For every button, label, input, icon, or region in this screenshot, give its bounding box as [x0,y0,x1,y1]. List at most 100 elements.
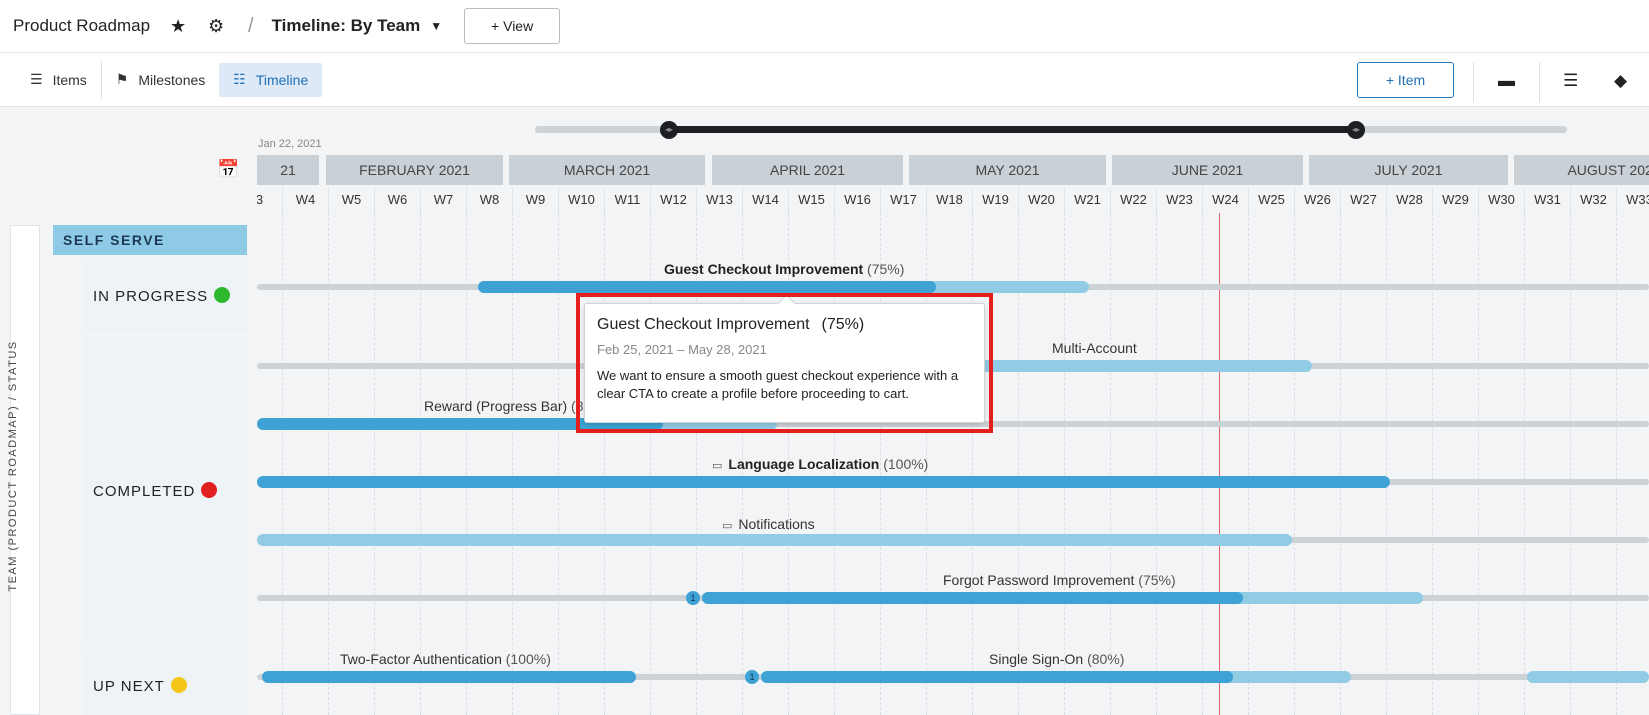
grid-line [328,213,329,715]
filter-icon[interactable]: ☰ [1563,71,1579,90]
week-cell: W14 [742,187,788,213]
dependency-badge[interactable]: 1 [745,670,759,684]
grid-line [1478,213,1479,715]
grid-line [1570,213,1571,715]
week-cell: W22 [1110,187,1156,213]
bar-label-guest-checkout[interactable]: Guest Checkout Improvement (75%) [664,261,904,277]
tooltip-dates: Feb 25, 2021 – May 28, 2021 [597,342,767,357]
bar-multi-account[interactable] [930,360,1312,372]
bar-progress [478,281,936,293]
dependency-badge[interactable]: 1 [686,591,700,605]
item-name: Notifications [738,516,815,532]
tab-milestones[interactable]: ⚑ Milestones [102,63,219,97]
milestone-diamond-icon[interactable]: ◆ [1614,71,1628,90]
week-cell: 3 [257,187,282,213]
add-view-button[interactable]: + View [464,8,561,44]
item-percent: (75%) [1138,572,1176,588]
week-cell: W9 [512,187,558,213]
range-end-handle[interactable]: ◂▸ [1347,121,1365,139]
calendar-settings-icon[interactable]: 📅 [217,159,240,179]
month-cell: APRIL 2021 [712,155,903,185]
bar-label-language-localization[interactable]: ▭ Language Localization (100%) [712,456,928,472]
bar-label-notifications[interactable]: ▭ Notifications [722,516,815,532]
bar-label-single-sign-on[interactable]: Single Sign-On (80%) [989,651,1124,667]
grid-line [1432,213,1433,715]
list-icon: ☰ [30,71,43,87]
grid-line [1340,213,1341,715]
tab-divider [100,60,102,99]
grid-line [1524,213,1525,715]
week-cell: W28 [1386,187,1432,213]
range-start-handle[interactable]: ◂▸ [660,121,678,139]
status-label-up-next: UP NEXT [93,677,187,695]
week-cell: W32 [1570,187,1616,213]
star-icon[interactable]: ★ [169,15,187,36]
week-cell: W23 [1156,187,1202,213]
grid-line [604,213,605,715]
status-section [83,650,247,715]
breadcrumb-separator: / [248,14,254,37]
week-cell: W8 [466,187,512,213]
gear-icon[interactable]: ⚙ [207,15,225,36]
grid-line [1110,213,1111,715]
tooltip-title: Guest Checkout Improvement (75%) [597,316,972,334]
month-cell: JULY 2021 [1309,155,1508,185]
grid-line [512,213,513,715]
grid-line [1386,213,1387,715]
month-cell: JUNE 2021 [1112,155,1303,185]
week-cell: W13 [696,187,742,213]
toolbar-divider [1473,62,1474,102]
project-title[interactable]: Product Roadmap [13,16,151,35]
week-cell: W18 [926,187,972,213]
tab-timeline-label: Timeline [255,71,309,88]
bar-label-multi-account[interactable]: Multi-Account [1052,340,1137,356]
tab-items[interactable]: ☰ Items [16,63,101,97]
display-options-icon[interactable]: ▬ [1498,71,1515,90]
status-text: COMPLETED [93,483,196,500]
tooltip-item-name: Guest Checkout Improvement [597,316,810,333]
week-cell: W25 [1248,187,1294,213]
chevron-down-icon[interactable]: ▼ [430,19,443,33]
grid-line [742,213,743,715]
grid-line [926,213,927,715]
bar-label-forgot-password[interactable]: Forgot Password Improvement (75%) [943,572,1176,588]
date-range-selection[interactable] [669,126,1357,133]
timeline-icon: ☷ [233,71,246,87]
tab-timeline[interactable]: ☷ Timeline [219,62,323,97]
bar-language-localization[interactable] [257,476,1390,488]
view-title[interactable]: Timeline: By Team [271,16,421,35]
item-percent: (100%) [883,456,929,472]
grid-line [374,213,375,715]
green-status-icon [214,287,231,303]
bar-two-factor[interactable] [262,671,636,683]
item-name: Reward (Progress Bar) [424,398,568,414]
status-section [83,336,247,646]
month-cell: AUGUST 2021 [1514,155,1649,185]
subitems-icon: ▭ [712,460,723,472]
bar-progress [702,592,1243,604]
month-cell: FEBRUARY 2021 [326,155,503,185]
week-cell: W6 [374,187,420,213]
bar-notifications[interactable] [257,534,1292,546]
item-name: Single Sign-On [989,651,1084,667]
subitems-icon: ▭ [722,520,733,532]
status-text: UP NEXT [93,678,165,695]
grid-line [880,213,881,715]
grid-line [1156,213,1157,715]
bar-label-reward[interactable]: Reward (Progress Bar) (8 [424,398,584,414]
week-cell: W5 [328,187,374,213]
grid-line [466,213,467,715]
bar-offscreen-item[interactable] [1527,671,1649,683]
grid-line [1018,213,1019,715]
week-cell: W20 [1018,187,1064,213]
week-cell: W15 [788,187,834,213]
timeline-start-date: Jan 22, 2021 [258,138,322,150]
lane-header[interactable]: SELF SERVE [53,225,247,255]
red-status-icon [201,482,218,498]
highlight-box [576,293,993,433]
status-text: IN PROGRESS [93,288,209,305]
add-item-button[interactable]: + Item [1357,62,1454,98]
bar-label-two-factor[interactable]: Two-Factor Authentication (100%) [340,651,551,667]
group-by-rail [10,225,40,715]
week-cell: W30 [1478,187,1524,213]
